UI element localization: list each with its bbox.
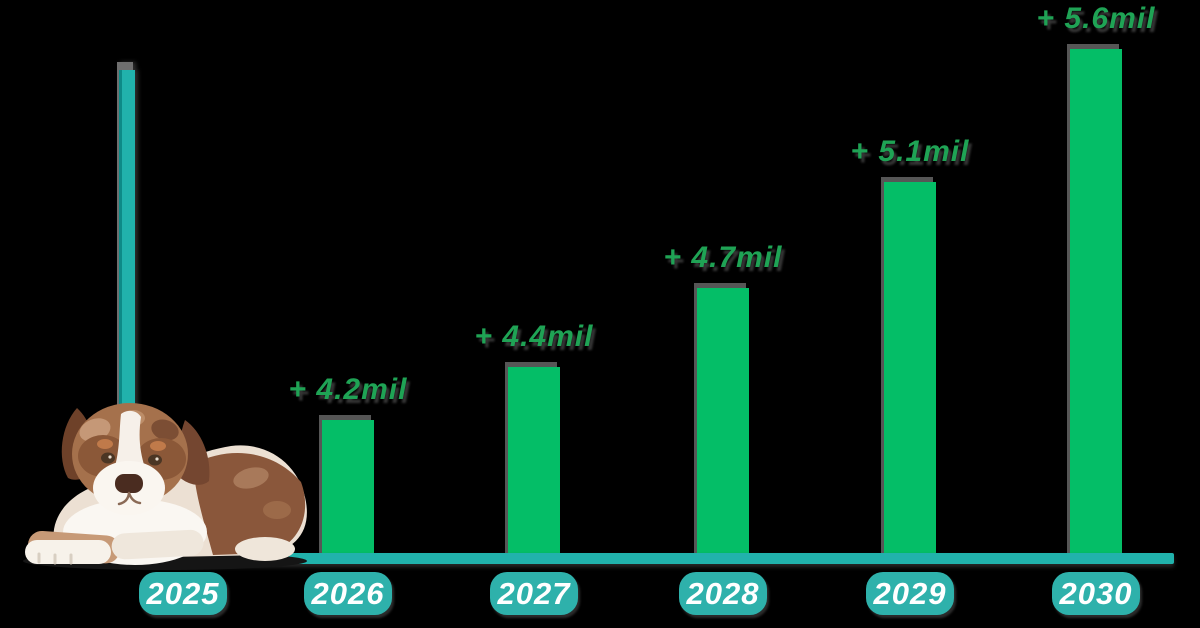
- bar-value-label-2027: + 4.4mil: [474, 320, 594, 353]
- puppy-photo: [23, 403, 307, 570]
- bar-2030: [1070, 49, 1122, 560]
- year-label-2025: 2025: [139, 572, 227, 615]
- dog-nose: [115, 474, 143, 493]
- year-label-2028: 2028: [679, 572, 767, 615]
- bar-2026: [322, 420, 374, 560]
- dog-front-paws: [25, 529, 295, 565]
- bar-2028: [697, 288, 749, 560]
- dog-eye-left: [101, 452, 115, 464]
- bar-2027: [508, 367, 560, 560]
- dog-eye-right: [148, 454, 162, 466]
- year-label-2027: 2027: [490, 572, 578, 615]
- dog-mouth: [117, 491, 142, 506]
- year-label-2029: 2029: [866, 572, 954, 615]
- bar-2029: [884, 182, 936, 560]
- x-axis-line: [140, 553, 1174, 564]
- dog-image: [15, 382, 315, 572]
- bar-value-label-2029: + 5.1mil: [850, 135, 970, 168]
- bar-value-label-2026: + 4.2mil: [288, 373, 408, 406]
- dog-head: [61, 403, 210, 515]
- bar-value-label-2028: + 4.7mil: [663, 241, 783, 274]
- year-label-2030: 2030: [1052, 572, 1140, 615]
- year-label-2026: 2026: [304, 572, 392, 615]
- dog-body: [53, 445, 307, 565]
- bar-value-label-2030: + 5.6mil: [1036, 2, 1156, 35]
